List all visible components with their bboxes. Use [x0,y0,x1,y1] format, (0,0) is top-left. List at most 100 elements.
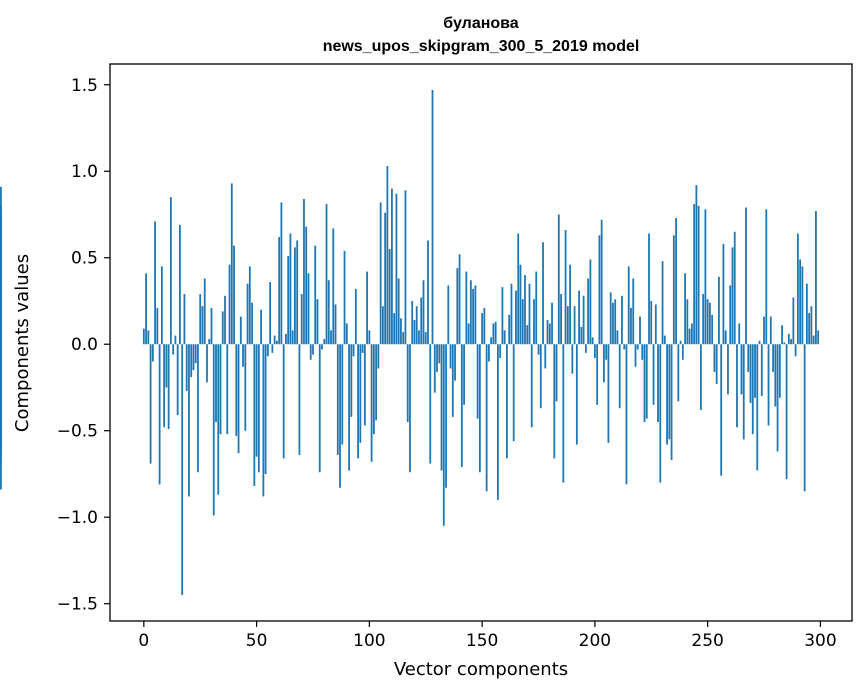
bar [255,344,258,457]
bar [812,335,815,345]
bar [609,292,612,345]
bar [226,344,229,435]
bar [460,344,463,468]
bar [458,254,461,345]
bar [566,306,569,345]
bar [742,344,745,440]
bar [643,344,646,423]
bar [792,297,795,345]
bar [799,259,802,345]
bar [237,344,240,454]
bar [271,344,274,353]
bar [305,226,308,345]
bar [409,344,411,473]
bar [695,185,698,345]
bar [278,236,281,345]
bar [582,295,585,345]
bar [384,212,387,345]
bar [476,344,479,419]
bar [587,278,590,345]
bar [801,266,804,345]
bar [160,266,163,345]
bar [749,344,752,404]
bar [677,344,680,402]
x-tick-label: 250 [691,631,723,651]
bar [796,233,799,345]
bar [787,333,790,345]
bar [219,344,222,435]
bar [445,344,447,488]
x-tick-label: 150 [466,631,498,651]
bar [625,344,628,485]
bar [526,325,529,345]
bar [503,330,506,345]
bar [0,320,2,345]
bar [404,190,407,345]
bar [510,283,513,345]
bar [632,278,635,345]
bar [350,344,353,417]
bar [296,240,299,345]
bar [183,294,186,345]
x-tick-label: 100 [353,631,385,651]
bar [275,340,278,345]
bar [413,320,416,345]
bar [760,344,763,397]
bar [718,276,720,345]
bar [341,344,344,445]
bar [521,299,524,345]
bar [176,344,179,416]
bar [593,344,596,359]
bar [262,344,265,497]
bar [307,273,310,345]
bar [557,214,560,345]
bar [0,186,2,345]
bar [165,344,168,388]
bar [654,304,657,345]
bar [648,233,650,345]
bar [729,285,732,345]
bar [429,344,432,464]
bar [436,344,438,372]
bar [659,344,662,483]
bar [492,323,495,345]
bar [149,344,152,464]
bar [233,245,235,345]
bar [783,342,786,345]
chart-title: буланова [443,15,518,32]
bar [169,197,172,345]
bar [201,306,204,345]
bar [785,344,788,480]
bar [614,299,617,345]
bar [754,344,756,398]
y-tick-label: 1.5 [71,76,98,96]
bar [345,323,348,345]
bar [289,233,292,345]
bar [542,242,544,345]
bar [600,219,603,345]
bar [589,259,592,345]
bar [584,344,587,353]
bar [424,332,427,345]
bar [485,344,488,492]
bar [490,337,493,345]
bar [751,344,754,435]
bar [411,300,414,345]
y-axis-label: Components values [12,254,33,432]
bar [151,344,154,362]
bar [711,314,714,345]
bar [433,344,436,393]
bar [652,344,655,405]
bar [208,339,211,345]
bar [474,285,477,345]
bar [280,202,283,345]
x-tick-label: 0 [138,631,149,651]
bar [158,344,161,485]
y-tick-label: −1.5 [57,595,98,615]
bar [781,325,783,345]
bar [499,344,502,359]
bar [598,235,601,345]
bar [291,330,294,345]
bar [663,335,666,345]
bar [487,344,490,362]
